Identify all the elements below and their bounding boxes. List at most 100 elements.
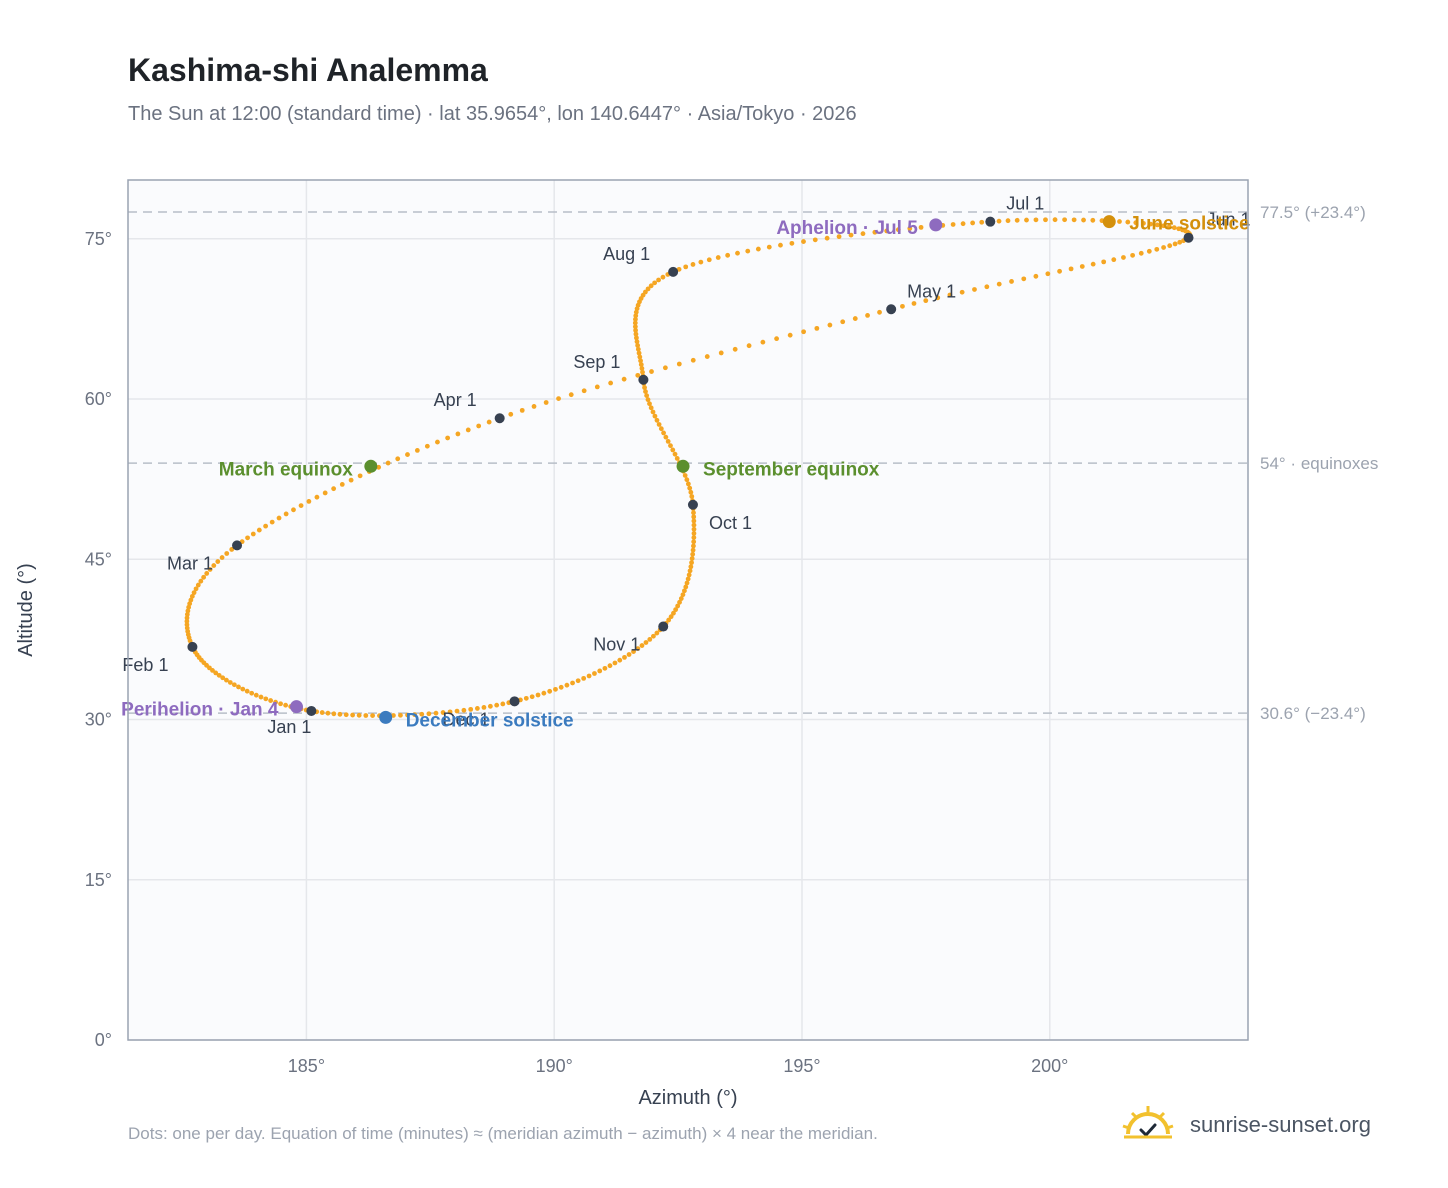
day-dot (690, 262, 696, 267)
day-dot (201, 574, 207, 580)
day-dot (691, 522, 697, 528)
day-dot (322, 490, 328, 496)
footer-note: Dots: one per day. Equation of time (min… (128, 1124, 878, 1143)
day-dot (184, 618, 190, 624)
month-marker (985, 216, 996, 227)
reference-line-label: 77.5° (+23.4°) (1260, 203, 1366, 222)
day-dot (1068, 266, 1074, 272)
day-dot (685, 481, 691, 487)
day-dot (553, 686, 558, 692)
month-label: Sep 1 (573, 352, 620, 372)
day-dot (385, 460, 391, 466)
day-dot (245, 535, 250, 541)
day-dot (1176, 226, 1182, 232)
day-dot (1071, 217, 1077, 223)
event-marker (379, 710, 393, 724)
day-dot (621, 376, 627, 382)
day-dot (356, 712, 362, 718)
day-dot (649, 369, 654, 374)
day-dot (690, 551, 696, 557)
day-dot (634, 339, 640, 345)
day-dot (586, 673, 592, 679)
day-dot (654, 417, 660, 423)
event-label: Aphelion · Jul 5 (776, 218, 918, 239)
day-dot (935, 295, 941, 301)
month-label: Jan 1 (267, 717, 311, 737)
day-dot (690, 357, 696, 363)
day-dot (314, 494, 320, 500)
day-dot (224, 551, 230, 556)
day-dot (1101, 259, 1107, 265)
day-dot (680, 592, 686, 598)
y-tick-label: 0° (95, 1030, 112, 1050)
day-dot (1161, 245, 1166, 250)
day-dot (198, 578, 204, 584)
day-dot (440, 710, 446, 715)
day-dot (698, 259, 704, 265)
brand-logo[interactable]: sunrise-sunset.org (1120, 1104, 1420, 1146)
day-dot (337, 711, 343, 717)
day-dot (348, 477, 354, 483)
day-dot (390, 713, 396, 718)
day-dot (672, 451, 678, 457)
day-dot (632, 320, 638, 326)
month-marker (187, 641, 198, 652)
day-dot (633, 309, 639, 315)
day-dot (690, 547, 696, 553)
day-dot (412, 712, 418, 718)
month-label: Apr 1 (434, 390, 477, 410)
day-dot (642, 385, 647, 391)
event-label: Perihelion · Jan 4 (121, 700, 279, 721)
day-dot (827, 322, 833, 328)
day-dot (689, 494, 695, 499)
day-dot (273, 699, 278, 705)
day-dot (907, 226, 913, 231)
x-axis-label: Azimuth (°) (638, 1087, 737, 1109)
day-dot (704, 354, 710, 359)
event-marker (676, 459, 690, 473)
day-dot (778, 242, 783, 248)
day-dot (1021, 276, 1027, 282)
reference-line-label: 54° · equinoxes (1260, 454, 1378, 473)
sun-icon (1122, 1106, 1174, 1139)
day-dot (1090, 217, 1096, 223)
month-marker (687, 499, 698, 510)
day-dot (812, 237, 818, 243)
day-dot (656, 422, 662, 427)
day-dot (184, 612, 190, 617)
day-dot (918, 224, 924, 230)
day-dot (688, 489, 694, 495)
day-dot (652, 280, 658, 286)
day-dot (1033, 273, 1039, 279)
day-dot (638, 358, 643, 364)
day-dot (691, 535, 697, 540)
day-dot (1154, 246, 1160, 252)
day-dot (219, 555, 225, 560)
y-tick-label: 60° (85, 389, 112, 409)
day-dot (643, 389, 648, 394)
day-dot (686, 572, 692, 578)
day-dot (568, 392, 574, 398)
day-dot (575, 678, 581, 684)
day-dot (541, 690, 547, 696)
day-dot (996, 281, 1002, 287)
day-dot (1057, 268, 1062, 274)
day-dot (683, 264, 689, 270)
day-dot (564, 682, 570, 688)
day-dot (682, 473, 688, 478)
day-dot (486, 419, 492, 425)
day-dot (1138, 250, 1144, 256)
day-dot (633, 327, 638, 333)
day-dot (1024, 217, 1029, 223)
day-dot (801, 329, 807, 335)
day-dot (395, 456, 401, 462)
day-dot (531, 404, 537, 409)
day-dot (220, 675, 226, 681)
month-label: Jun 1 (1207, 210, 1251, 230)
day-dot (424, 443, 430, 449)
day-dot (461, 707, 467, 713)
day-dot (691, 526, 697, 532)
day-dot (668, 443, 673, 449)
day-dot (691, 543, 696, 549)
day-dot (195, 582, 201, 588)
